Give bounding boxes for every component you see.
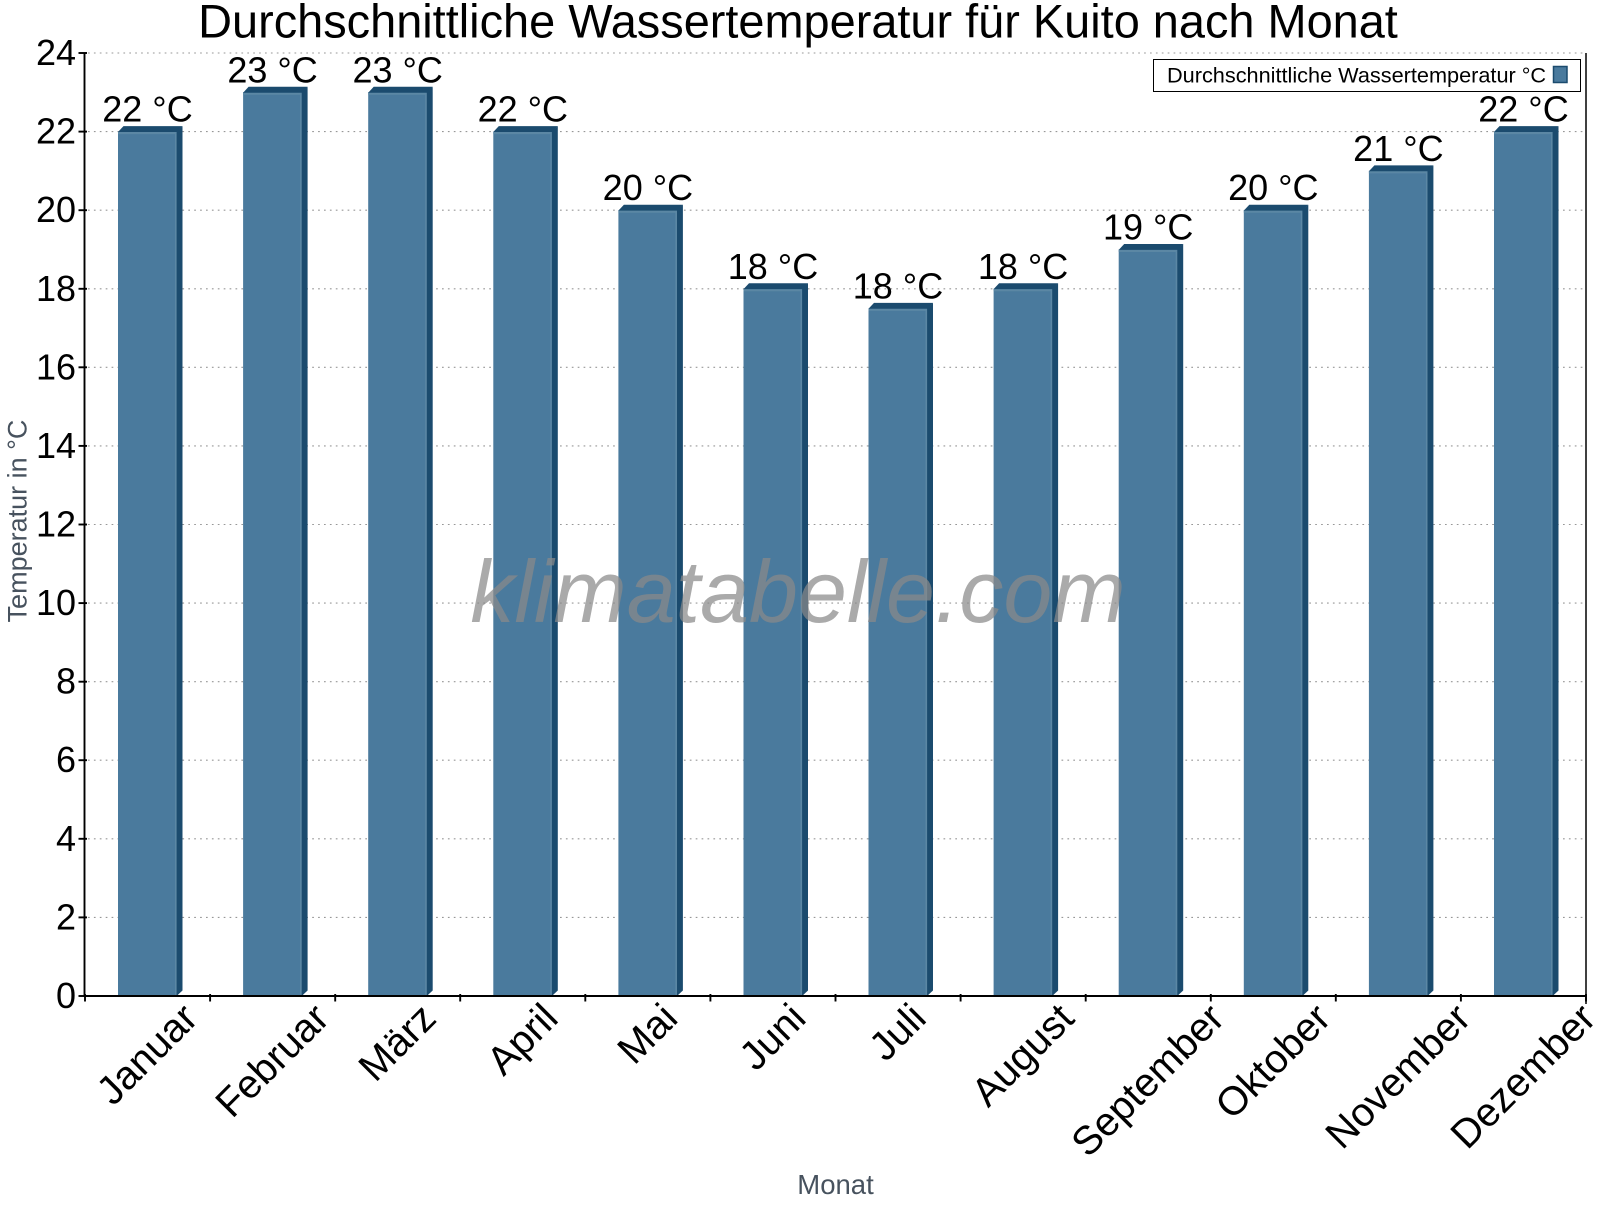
- svg-text:22 °C: 22 °C: [102, 89, 192, 130]
- svg-text:12: 12: [36, 504, 76, 545]
- svg-text:Durchschnittliche Wassertemper: Durchschnittliche Wassertemperatur °C: [1167, 63, 1546, 88]
- svg-text:10: 10: [36, 582, 76, 623]
- svg-text:18 °C: 18 °C: [978, 246, 1068, 287]
- svg-text:23 °C: 23 °C: [227, 49, 317, 90]
- svg-text:Temperatur in °C: Temperatur in °C: [3, 420, 33, 623]
- svg-text:22: 22: [36, 111, 76, 152]
- svg-text:16: 16: [36, 346, 76, 387]
- svg-text:6: 6: [56, 739, 76, 780]
- svg-text:klimatabelle.com: klimatabelle.com: [470, 542, 1125, 641]
- svg-text:19 °C: 19 °C: [1103, 207, 1193, 248]
- svg-text:0: 0: [56, 975, 76, 1016]
- svg-text:18 °C: 18 °C: [728, 246, 818, 287]
- svg-text:24: 24: [36, 32, 76, 73]
- svg-text:20 °C: 20 °C: [603, 167, 693, 208]
- svg-text:21 °C: 21 °C: [1353, 128, 1443, 169]
- svg-text:18: 18: [36, 268, 76, 309]
- svg-text:20: 20: [36, 189, 76, 230]
- svg-text:14: 14: [36, 425, 76, 466]
- svg-text:Durchschnittliche Wassertemper: Durchschnittliche Wassertemperatur für K…: [198, 0, 1398, 48]
- svg-text:22 °C: 22 °C: [478, 89, 568, 130]
- svg-text:8: 8: [56, 661, 76, 702]
- svg-text:22 °C: 22 °C: [1478, 89, 1568, 130]
- svg-text:2: 2: [56, 896, 76, 937]
- svg-text:20 °C: 20 °C: [1228, 167, 1318, 208]
- svg-text:4: 4: [56, 818, 76, 859]
- svg-text:23 °C: 23 °C: [352, 49, 442, 90]
- svg-text:18 °C: 18 °C: [853, 265, 943, 306]
- svg-text:Monat: Monat: [797, 1169, 874, 1200]
